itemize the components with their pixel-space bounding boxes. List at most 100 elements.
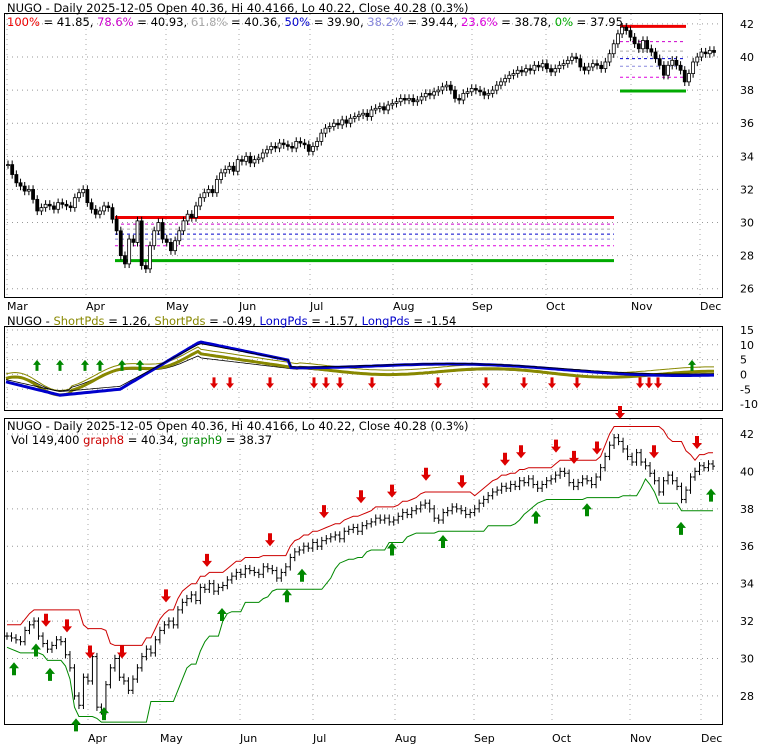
price-body xyxy=(110,207,115,220)
down-arrow xyxy=(434,377,442,389)
price-body xyxy=(678,64,683,71)
price-body xyxy=(365,112,370,118)
price-body xyxy=(382,106,386,111)
y-tick-label: 28 xyxy=(740,250,754,263)
x-tick-label: Aug xyxy=(395,732,416,745)
up-arrow xyxy=(31,643,41,657)
price-body xyxy=(265,149,269,154)
down-arrow xyxy=(85,645,95,659)
price-body xyxy=(628,30,633,38)
price-body xyxy=(603,61,608,70)
price-body xyxy=(352,116,357,119)
price-body xyxy=(156,222,161,232)
up-arrow xyxy=(33,359,41,371)
price-body xyxy=(532,64,537,71)
price-body xyxy=(118,230,123,257)
price-body xyxy=(206,189,211,194)
x-tick-label: Dec xyxy=(700,300,721,313)
price-body xyxy=(81,189,86,194)
y-tick-label: 34 xyxy=(740,578,754,591)
x-tick-label: Mar xyxy=(7,300,28,313)
price-body xyxy=(436,89,441,93)
panel-1-grid xyxy=(6,14,718,297)
up-arrow xyxy=(71,718,81,732)
price-body xyxy=(6,164,10,167)
price-body xyxy=(35,198,40,212)
price-body xyxy=(411,98,416,103)
y-tick-label: -10 xyxy=(740,398,758,411)
price-body xyxy=(269,145,274,151)
panel-3-signal-arrows xyxy=(9,406,716,732)
price-body xyxy=(507,74,512,79)
price-body xyxy=(578,58,583,68)
panel-1-x-axis: Mar Apr May Jun Jul Aug Sep Oct Nov Dec xyxy=(7,300,721,313)
price-body xyxy=(490,89,495,94)
price-body xyxy=(494,84,499,91)
down-arrow xyxy=(41,613,51,627)
x-tick-label: Jul xyxy=(309,300,323,313)
panel-1-y-axis: 42 40 38 36 34 32 30 28 26 xyxy=(740,18,754,296)
price-body xyxy=(699,51,704,58)
down-arrow xyxy=(654,377,662,389)
x-tick-label: Oct xyxy=(546,300,566,313)
down-arrow xyxy=(692,435,702,449)
price-body xyxy=(143,265,148,270)
down-arrow xyxy=(645,377,653,389)
up-arrow xyxy=(56,359,64,371)
panel-1-title: NUGO - Daily 2025-12-05 Open 40.36, Hi 4… xyxy=(7,1,469,15)
price-body xyxy=(540,63,545,68)
down-arrow xyxy=(421,467,431,481)
price-body xyxy=(561,63,566,66)
down-arrow xyxy=(573,377,581,389)
price-body xyxy=(707,50,712,55)
price-body xyxy=(189,213,194,218)
price-body xyxy=(315,141,320,147)
price-body xyxy=(336,122,340,126)
down-arrow xyxy=(615,406,625,419)
y-tick-label: 42 xyxy=(740,428,754,441)
price-body xyxy=(444,84,449,88)
price-body xyxy=(461,93,466,101)
price-body xyxy=(373,107,378,111)
y-tick-label: 28 xyxy=(740,690,754,703)
price-body xyxy=(536,64,541,68)
price-body xyxy=(127,238,132,265)
down-arrow xyxy=(356,490,366,504)
price-body xyxy=(457,98,462,101)
price-body xyxy=(670,59,675,66)
price-body xyxy=(407,98,411,101)
price-body xyxy=(432,91,437,96)
up-arrow xyxy=(118,359,126,371)
price-body xyxy=(515,69,520,74)
price-body xyxy=(423,93,428,98)
up-arrow xyxy=(676,521,686,535)
price-body xyxy=(68,205,73,209)
panel-2-signal-arrows xyxy=(33,359,696,389)
price-body xyxy=(14,174,19,184)
price-body xyxy=(469,88,474,93)
price-body xyxy=(231,165,236,172)
down-arrow xyxy=(210,377,218,389)
price-body xyxy=(344,119,349,124)
down-arrow xyxy=(387,484,397,498)
y-tick-label: 36 xyxy=(740,117,754,130)
price-body xyxy=(377,106,382,109)
down-arrow xyxy=(310,377,318,389)
up-arrow xyxy=(282,589,292,603)
price-body xyxy=(394,101,399,104)
down-arrow xyxy=(319,505,329,519)
price-body xyxy=(616,33,620,45)
price-body xyxy=(160,222,165,240)
price-body xyxy=(223,169,228,174)
down-arrow xyxy=(636,377,644,389)
y-tick-label: 5 xyxy=(740,354,747,367)
price-body xyxy=(645,40,650,50)
price-body xyxy=(290,145,294,149)
price-body xyxy=(582,66,587,71)
up-arrow xyxy=(81,359,89,371)
price-body xyxy=(482,91,487,96)
price-body xyxy=(357,114,361,118)
price-body xyxy=(632,36,637,45)
graph8-line xyxy=(7,426,713,646)
down-arrow xyxy=(649,445,659,459)
